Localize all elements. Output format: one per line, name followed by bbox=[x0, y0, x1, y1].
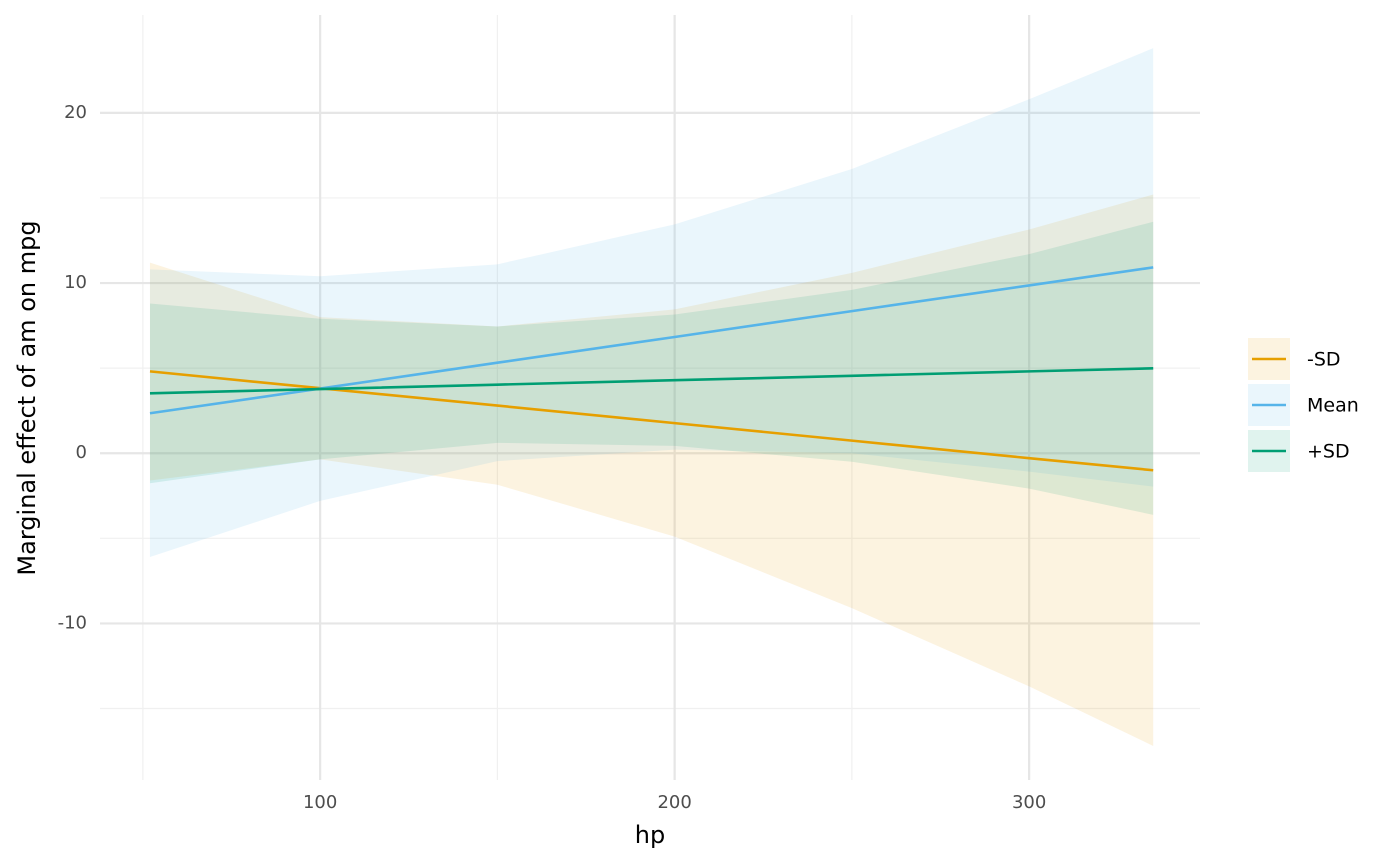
y-axis-title: Marginal effect of am on mpg bbox=[13, 220, 41, 575]
confidence-band bbox=[149, 48, 1154, 558]
legend-label: Mean bbox=[1307, 395, 1359, 417]
y-tick-label: 10 bbox=[64, 272, 87, 293]
confidence-band bbox=[149, 221, 1154, 515]
legend-label: -SD bbox=[1307, 349, 1341, 371]
legend-label: +SD bbox=[1307, 441, 1350, 463]
y-tick-label: 20 bbox=[64, 102, 87, 123]
confidence-band bbox=[149, 194, 1154, 746]
line bbox=[149, 367, 1154, 395]
y-tick-label: 0 bbox=[76, 442, 87, 463]
x-axis-title: hp bbox=[635, 821, 665, 849]
x-tick-label: 200 bbox=[657, 792, 691, 813]
y-tick-label: -10 bbox=[58, 612, 87, 633]
x-tick-label: 100 bbox=[303, 792, 337, 813]
x-tick-label: 300 bbox=[1012, 792, 1046, 813]
